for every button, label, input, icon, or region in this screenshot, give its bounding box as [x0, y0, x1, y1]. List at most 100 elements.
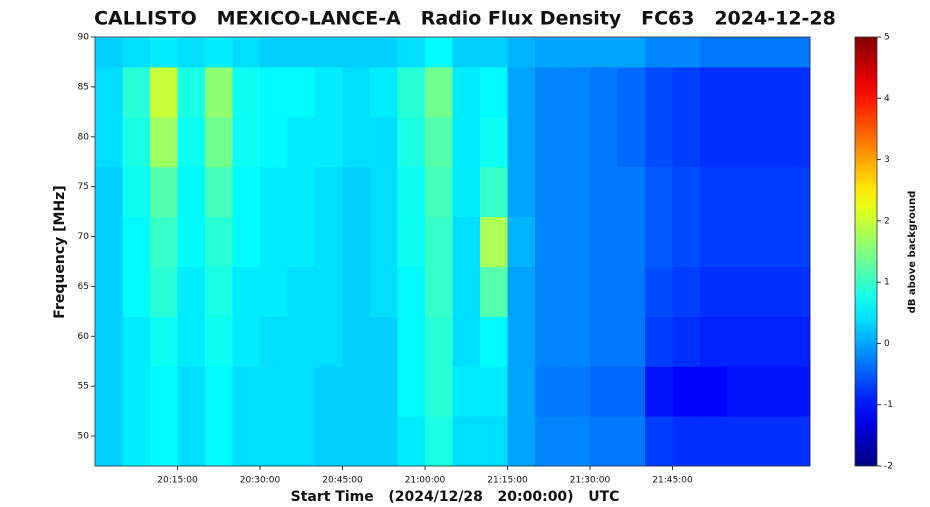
heatmap-cell	[260, 116, 288, 168]
heatmap-cell	[122, 37, 151, 68]
heatmap-cell	[287, 116, 316, 168]
heatmap-cell	[370, 416, 398, 467]
heatmap-cell	[590, 266, 618, 317]
colorbar-tick-label: -1	[884, 400, 893, 410]
heatmap-cell	[590, 216, 618, 267]
heatmap-cell	[672, 316, 701, 367]
heatmap-cell	[232, 416, 261, 467]
heatmap-cell	[122, 166, 151, 218]
heatmap-cell	[755, 166, 783, 218]
heatmap-cell	[425, 216, 453, 267]
heatmap-cell	[150, 66, 178, 118]
heatmap-cell	[727, 116, 756, 168]
heatmap-cell	[755, 416, 783, 467]
heatmap-cell	[95, 166, 123, 218]
heatmap-cell	[315, 366, 343, 417]
y-tick-label: 50	[78, 432, 90, 442]
x-tick-label: 20:30:00	[240, 476, 281, 486]
colorbar-tick-label: 1	[884, 278, 890, 288]
heatmap-cell	[232, 166, 261, 218]
heatmap-cell	[562, 37, 591, 68]
heatmap-cell	[452, 37, 481, 68]
heatmap-cell	[727, 366, 756, 417]
heatmap-cell	[590, 366, 618, 417]
heatmap-cell	[507, 266, 536, 317]
heatmap-cell	[342, 416, 371, 467]
heatmap-cell	[287, 316, 316, 367]
heatmap-cell	[260, 66, 288, 118]
heatmap-cell	[397, 316, 426, 367]
heatmap-cell	[452, 416, 481, 467]
heatmap-cell	[507, 216, 536, 267]
heatmap-cell	[425, 116, 453, 168]
heatmap-cell	[672, 216, 701, 267]
heatmap-cell	[232, 37, 261, 68]
heatmap-cell	[755, 316, 783, 367]
heatmap-cell	[507, 166, 536, 218]
x-tick-label: 21:45:00	[652, 476, 693, 486]
heatmap-cell	[342, 366, 371, 417]
colorbar-tick-label: 4	[884, 94, 890, 104]
heatmap-cell	[177, 116, 206, 168]
heatmap-cell	[452, 366, 481, 417]
heatmap-cell	[315, 116, 343, 168]
heatmap-cell	[562, 316, 591, 367]
heatmap-cell	[232, 316, 261, 367]
heatmap-cell	[150, 266, 178, 317]
heatmap-cell	[727, 166, 756, 218]
heatmap-cell	[150, 116, 178, 168]
heatmap-cell	[782, 416, 811, 467]
heatmap-cell	[782, 166, 811, 218]
heatmap-cell	[617, 416, 646, 467]
heatmap-cell	[205, 116, 233, 168]
heatmap-cell	[287, 266, 316, 317]
heatmap-cell	[205, 266, 233, 317]
heatmap-cell	[672, 266, 701, 317]
heatmap-cell	[480, 66, 508, 118]
heatmap-cell	[727, 216, 756, 267]
heatmap-cell	[425, 66, 453, 118]
heatmap-cell	[480, 166, 508, 218]
heatmap-cell	[342, 166, 371, 218]
heatmap-cell	[700, 166, 728, 218]
heatmap-cell	[122, 266, 151, 317]
heatmap-cell	[95, 66, 123, 118]
heatmap-cell	[232, 366, 261, 417]
y-tick-label: 80	[78, 132, 90, 142]
heatmap-cell	[507, 366, 536, 417]
heatmap-cell	[507, 66, 536, 118]
heatmap-cell	[315, 266, 343, 317]
heatmap-cell	[617, 366, 646, 417]
heatmap-cell	[122, 116, 151, 168]
heatmap-cell	[205, 416, 233, 467]
heatmap-cell	[727, 316, 756, 367]
heatmap-cell	[562, 416, 591, 467]
y-tick-label: 55	[78, 382, 89, 392]
heatmap-cell	[535, 37, 563, 68]
heatmap-cell	[507, 37, 536, 68]
heatmap-cell	[370, 166, 398, 218]
heatmap-cell	[122, 216, 151, 267]
heatmap-cell	[315, 37, 343, 68]
heatmap-cell	[507, 116, 536, 168]
chart-title: CALLISTO MEXICO-LANCE-A Radio Flux Densi…	[94, 8, 836, 30]
heatmap-cell	[727, 37, 756, 68]
heatmap-cell	[590, 416, 618, 467]
heatmap-cell	[205, 66, 233, 118]
heatmap-cell	[782, 66, 811, 118]
heatmap-cell	[755, 366, 783, 417]
heatmap-cell	[672, 37, 701, 68]
heatmap-cell	[452, 316, 481, 367]
heatmap-cell	[315, 166, 343, 218]
heatmap-cell	[232, 116, 261, 168]
heatmap-cell	[232, 216, 261, 267]
heatmap-cell	[177, 416, 206, 467]
heatmap-cell	[480, 266, 508, 317]
heatmap-cell	[342, 316, 371, 367]
heatmap-cell	[425, 266, 453, 317]
heatmap-cell	[397, 37, 426, 68]
heatmap-cell	[205, 216, 233, 267]
heatmap-cell	[232, 66, 261, 118]
heatmap-cell	[260, 166, 288, 218]
heatmap-cell	[645, 37, 673, 68]
